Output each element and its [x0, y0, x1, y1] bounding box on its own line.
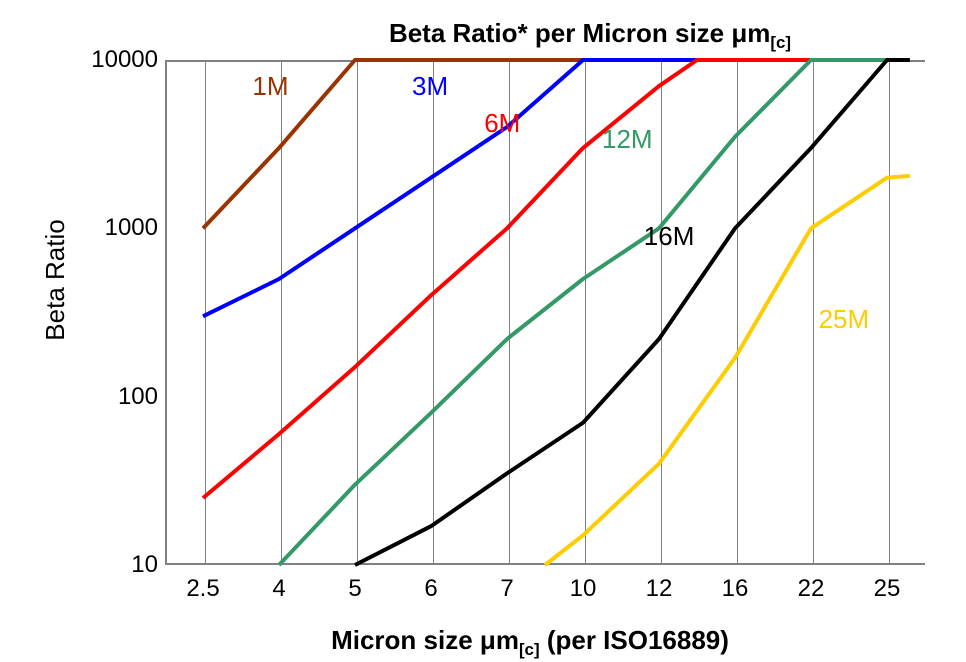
series-line-3M — [203, 60, 910, 316]
y-tick-label: 100 — [80, 383, 158, 411]
series-label-6M: 6M — [484, 108, 520, 139]
series-label-25M: 25M — [819, 304, 870, 335]
x-tick-label: 6 — [424, 575, 437, 603]
x-tick-label: 7 — [500, 575, 513, 603]
x-tick-label: 12 — [646, 575, 673, 603]
chart: Beta Ratio* per Micron size μm[c] Beta R… — [0, 0, 966, 662]
series-label-1M: 1M — [252, 71, 288, 102]
series-label-3M: 3M — [412, 71, 448, 102]
x-tick-label: 2.5 — [186, 575, 219, 603]
series-line-6M — [203, 60, 910, 498]
y-tick-label: 10 — [80, 551, 158, 579]
y-tick-label: 1000 — [80, 214, 158, 242]
series-line-12M — [279, 60, 910, 565]
x-tick-label: 22 — [798, 575, 825, 603]
x-tick-label: 16 — [722, 575, 749, 603]
y-tick-label: 10000 — [80, 46, 158, 74]
series-label-12M: 12M — [602, 124, 653, 155]
series-line-25M — [545, 176, 910, 565]
series-label-16M: 16M — [644, 221, 695, 252]
x-tick-label: 5 — [348, 575, 361, 603]
x-tick-label: 25 — [874, 575, 901, 603]
x-tick-label: 10 — [570, 575, 597, 603]
x-tick-label: 4 — [272, 575, 285, 603]
